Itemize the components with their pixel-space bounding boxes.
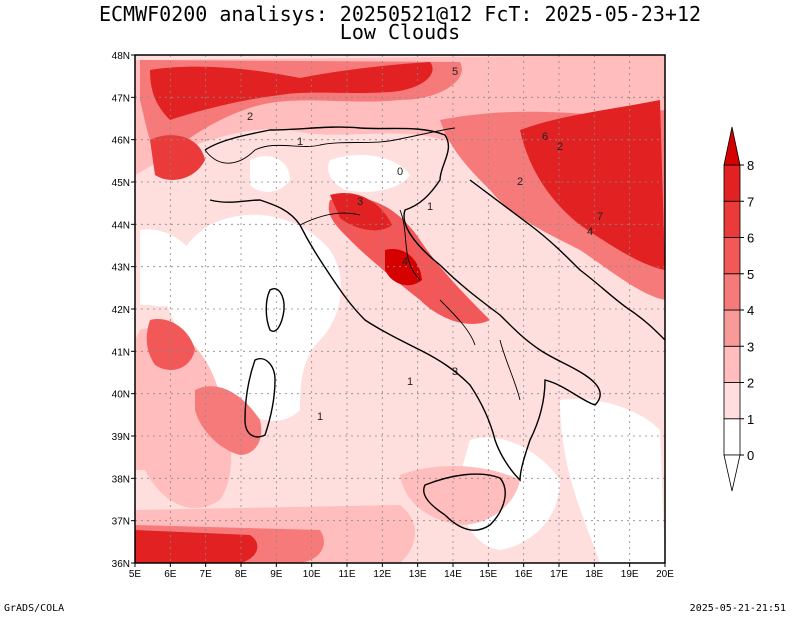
lat-tick-label: 37N <box>112 517 130 528</box>
latitude-labels: 36N 37N 38N 39N 40N 41N 42N 43N 44N 45N 46N 47N 48N <box>112 51 135 570</box>
corsica-coastline <box>265 288 285 332</box>
cloud-level-7-west <box>150 135 205 180</box>
lon-tick-label: 6E <box>164 569 177 580</box>
lon-tick-label: 15E <box>479 569 497 580</box>
cloud-level-2-sea <box>135 327 232 509</box>
contour-label: 1 <box>297 136 303 148</box>
colorbar-label: 4 <box>747 303 754 318</box>
colorbar-segment <box>723 345 741 383</box>
contour-label: 2 <box>247 111 253 123</box>
lon-tick-label: 14E <box>444 569 462 580</box>
contour-label: 2 <box>557 141 563 153</box>
lon-tick-label: 11E <box>338 569 355 580</box>
contour-label: 6 <box>542 131 548 143</box>
colorbar-label: 5 <box>747 267 754 282</box>
colorbar-segment <box>723 237 741 275</box>
clear-area-centre <box>250 156 290 192</box>
lat-tick-label: 44N <box>112 220 130 231</box>
cloud-level-2-sicily <box>400 465 520 525</box>
contour-label: 1 <box>317 411 323 423</box>
contour-label: 1 <box>427 201 433 213</box>
colorbar-label: 6 <box>747 231 754 246</box>
lat-tick-label: 48N <box>112 51 130 62</box>
cloud-level-8-abruzzo <box>385 249 422 286</box>
map-title: ECMWF0200 analisys: 20250521@12 FcT: 202… <box>98 2 702 26</box>
cloud-level-8-south-coast <box>135 530 258 563</box>
colorbar-segment <box>723 309 741 347</box>
contour-label: 2 <box>517 176 523 188</box>
alpine-border <box>204 127 456 164</box>
credit-label: GrADS/COLA <box>4 603 65 614</box>
colorbar-label: 0 <box>747 448 754 463</box>
lat-tick-label: 40N <box>112 390 130 401</box>
lon-tick-label: 5E <box>129 569 142 580</box>
borders <box>204 127 521 401</box>
lat-tick-label: 38N <box>112 474 130 485</box>
longitude-labels: 5E 6E 7E 8E 9E 10E 11E 12E 13E 14E 15E 16E 17E 18E 19E… <box>129 563 674 580</box>
clear-area-po <box>328 155 410 192</box>
balkan-coastline <box>469 179 665 341</box>
cloud-level-4-corsica <box>146 319 195 370</box>
cloud-level-8-northeast <box>520 100 665 270</box>
italy-coastline <box>204 126 601 482</box>
sicily-coastline <box>423 473 506 531</box>
lon-tick-label: 10E <box>303 569 321 580</box>
sardinia-coastline <box>244 358 276 438</box>
lon-tick-label: 8E <box>235 569 248 580</box>
lat-tick-label: 39N <box>112 432 130 443</box>
contour-label: 5 <box>452 66 458 78</box>
colorbar-label: 1 <box>747 412 754 427</box>
cloud-level-8-ligurian <box>330 193 392 231</box>
lon-tick-label: 12E <box>373 569 391 580</box>
lon-tick-label: 17E <box>550 569 568 580</box>
lat-tick-label: 36N <box>112 559 130 570</box>
contour-label: 0 <box>397 166 403 178</box>
coastlines <box>204 126 665 531</box>
lon-tick-label: 18E <box>585 569 603 580</box>
contour-label: 1 <box>407 376 413 388</box>
colorbar-label: 8 <box>747 158 754 173</box>
colorbar-label: 2 <box>747 376 754 391</box>
lon-tick-label: 9E <box>270 569 283 580</box>
lon-tick-label: 19E <box>621 569 639 580</box>
clear-area-ionian <box>560 399 665 563</box>
contour-label: 3 <box>357 196 363 208</box>
colorbar-label: 7 <box>747 194 754 209</box>
colorbar-bottom-arrow <box>723 454 741 492</box>
lat-tick-label: 47N <box>112 93 130 104</box>
colorbar-segment <box>723 382 741 420</box>
lat-tick-label: 41N <box>112 347 130 358</box>
map-subtitle: Low Clouds <box>339 20 461 44</box>
colorbar-segment <box>723 418 741 456</box>
lat-tick-label: 42N <box>112 305 130 316</box>
timestamp-label: 2025-05-21-21:51 <box>689 603 786 614</box>
colorbar-top-arrow <box>723 126 741 166</box>
lon-tick-label: 7E <box>200 569 213 580</box>
contour-label: 7 <box>597 211 603 223</box>
clear-area-sardinia-west <box>140 229 205 307</box>
lon-tick-label: 20E <box>656 569 674 580</box>
colorbar-segment <box>723 200 741 238</box>
lat-tick-label: 43N <box>112 263 130 274</box>
colorbar-label: 3 <box>747 339 754 354</box>
lat-tick-label: 45N <box>112 178 130 189</box>
lon-tick-label: 16E <box>515 569 533 580</box>
colorbar-segment <box>723 164 741 202</box>
lat-tick-label: 46N <box>112 136 130 147</box>
cloud-level-4-sardinia <box>195 386 262 455</box>
lon-tick-label: 13E <box>409 569 427 580</box>
regional-borders <box>299 209 521 401</box>
contour-label: 4 <box>587 226 593 238</box>
cloud-level-8-north <box>150 62 433 120</box>
colorbar-segment <box>723 273 741 311</box>
colorbar: 0 1 2 3 4 5 6 7 8 <box>723 126 754 492</box>
contour-label: 4 <box>402 256 408 268</box>
